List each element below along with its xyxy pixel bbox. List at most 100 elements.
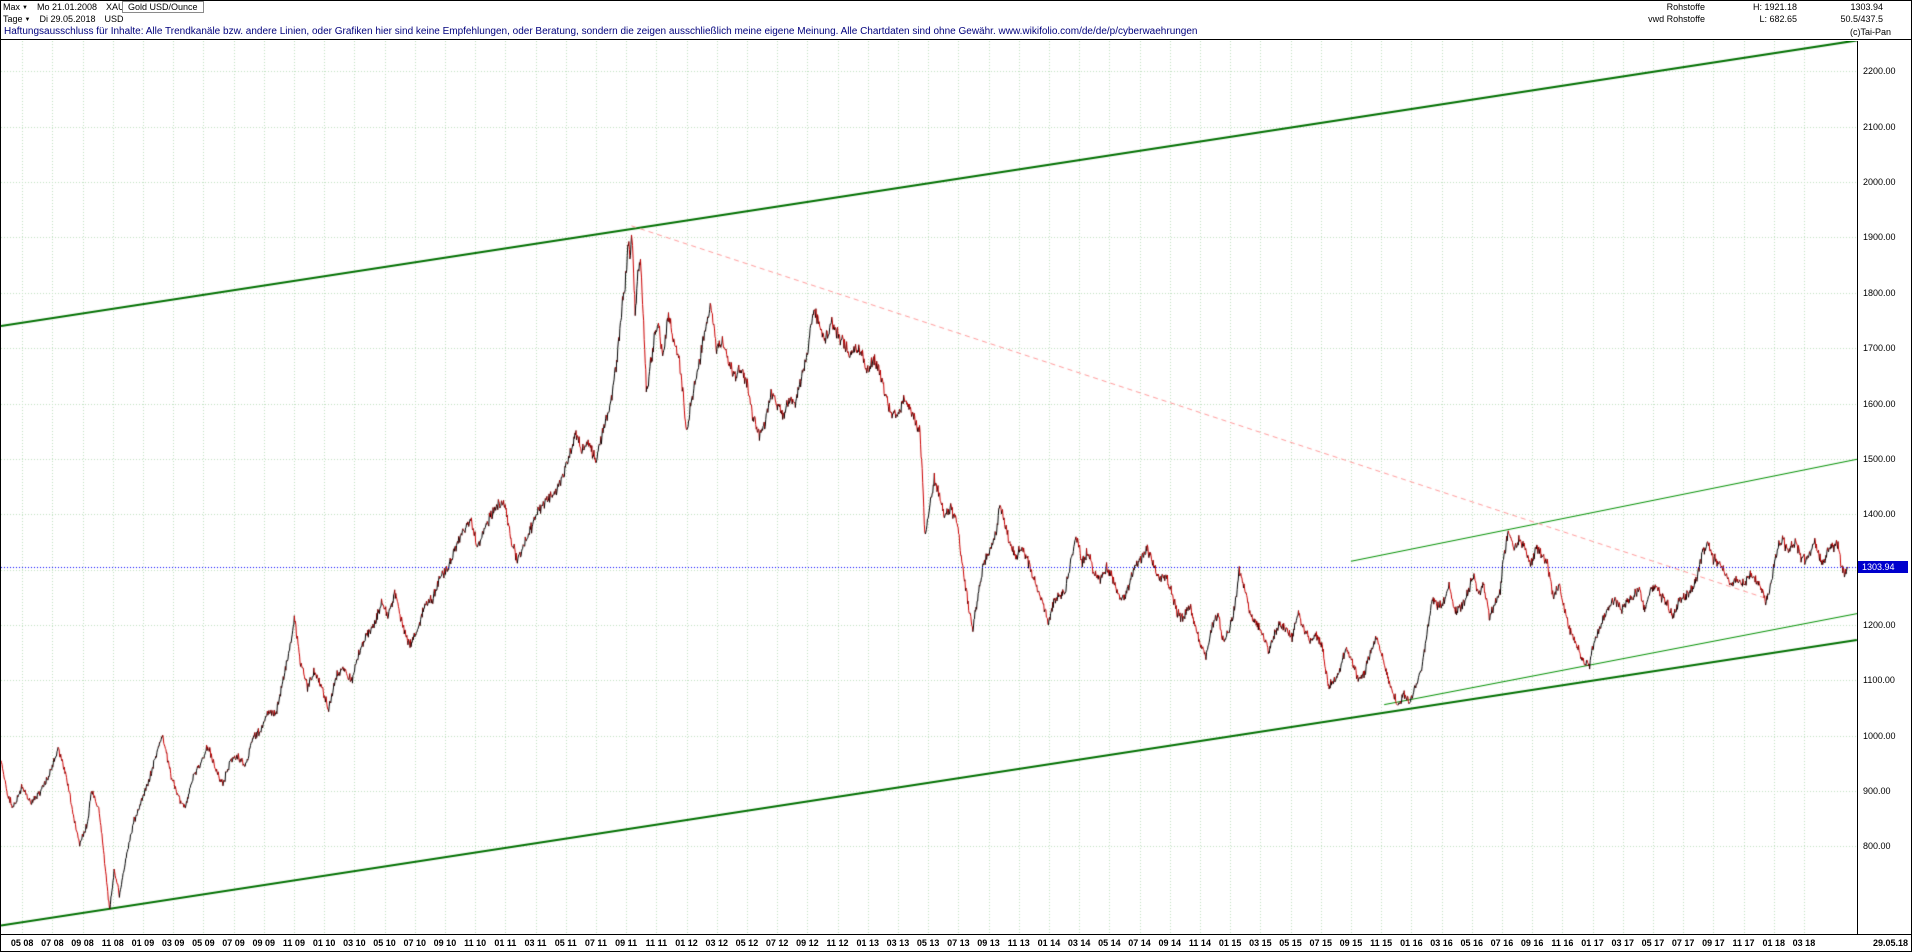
x-axis-label: 07 15 [1309, 938, 1332, 948]
x-axis-label: 11 16 [1551, 938, 1574, 948]
x-axis-label: 03 16 [1430, 938, 1453, 948]
copyright-label: (c)Tai-Pan [1849, 27, 1891, 37]
dropdown-arrow-icon: ▼ [22, 4, 28, 11]
x-axis-label: 11 14 [1188, 938, 1211, 948]
x-axis: 29.05.18 05 08 07 08 09 08 11 08 01 09 03 09 0… [1, 934, 1911, 951]
x-axis-label: 01 14 [1037, 938, 1061, 948]
x-axis-label: 09 11 [615, 938, 638, 948]
x-axis-label: 05 14 [1098, 938, 1121, 948]
y-axis-label: 2000.00 [1863, 177, 1896, 188]
x-axis-label: 05 12 [735, 938, 759, 948]
x-axis-label: 01 12 [675, 938, 698, 948]
x-axis-label: 09 12 [796, 938, 819, 948]
x-axis-label: 01 18 [1762, 938, 1785, 948]
x-axis-label: 11 10 [464, 938, 487, 948]
currency-label: USD [104, 14, 124, 24]
x-axis-label: 07 16 [1490, 938, 1514, 948]
x-axis-label: 01 11 [494, 938, 517, 948]
y-axis-label: 1100.00 [1863, 675, 1895, 686]
data-feed-label: vwd Rohstoffe [1648, 14, 1705, 24]
x-axis-label: 05 11 [554, 938, 577, 948]
x-axis-label: 03 14 [1067, 938, 1091, 948]
x-axis-label: 03 09 [161, 938, 185, 948]
period-selector[interactable]: Tage ▼ [3, 13, 31, 24]
x-axis-label: 05 09 [192, 938, 215, 948]
current-price-badge: 1303.94 [1858, 561, 1908, 574]
x-axis-label: 05 17 [1641, 938, 1665, 948]
x-axis-label: 09 15 [1339, 938, 1363, 948]
x-axis-label: 09 17 [1702, 938, 1725, 948]
x-axis-label: 09 14 [1158, 938, 1181, 948]
x-axis-label: 07 08 [41, 938, 64, 948]
instrument-name-box[interactable]: Gold USD/Ounce [122, 1, 204, 13]
x-axis-label: 01 13 [856, 938, 879, 948]
x-axis-label: 03 17 [1611, 938, 1634, 948]
price-chart-canvas[interactable] [1, 41, 1857, 934]
x-axis-label: 03 15 [1249, 938, 1272, 948]
x-axis-label: 11 12 [826, 938, 849, 948]
x-axis-label: 07 11 [584, 938, 607, 948]
y-axis-label: 1700.00 [1863, 343, 1896, 354]
x-axis-label: 09 10 [433, 938, 457, 948]
header-row-1: Max▼ Mo 21.01.2008 XAUUSD Gold USD/Ounce… [1, 1, 1911, 13]
y-axis-label: 1800.00 [1863, 287, 1896, 298]
y-axis: 1303.94 2200.00 2100.00 2000.00 1900.00 1800… [1857, 41, 1911, 934]
x-axis-label: 03 11 [524, 938, 547, 948]
x-axis-label: 11 09 [282, 938, 305, 948]
x-axis-label: 11 11 [645, 938, 668, 948]
y-axis-label: 2200.00 [1863, 66, 1896, 77]
period-high-value: H: 1921.18 [1752, 2, 1797, 12]
chart-area: 1303.94 2200.00 2100.00 2000.00 1900.00 1800… [1, 39, 1911, 951]
x-axis-label: 11 13 [1007, 938, 1030, 948]
x-axis-label: 05 15 [1279, 938, 1302, 948]
y-axis-label: 2100.00 [1863, 121, 1896, 132]
y-axis-label: 1900.00 [1863, 232, 1896, 243]
x-axis-label: 05 10 [373, 938, 396, 948]
x-axis-label: 05 16 [1460, 938, 1483, 948]
x-axis-label: 11 08 [101, 938, 124, 948]
x-axis-label: 11 15 [1370, 938, 1393, 948]
x-axis-label: 01 10 [312, 938, 336, 948]
x-axis-label: 09 08 [71, 938, 94, 948]
x-axis-label: 09 13 [977, 938, 1000, 948]
x-axis-label: 09 16 [1520, 938, 1544, 948]
header-row-3: Haftungsausschluss für Inhalte: Alle Tre… [1, 25, 1911, 39]
x-axis-label: 07 10 [403, 938, 426, 948]
x-axis-label: 01 17 [1581, 938, 1604, 948]
x-axis-label: 07 09 [222, 938, 245, 948]
range-selector[interactable]: Max ▼ [3, 1, 28, 12]
y-axis-label: 1000.00 [1863, 730, 1896, 741]
x-axis-label: 03 13 [886, 938, 910, 948]
last-price-value: 1303.94 [1850, 2, 1883, 12]
x-axis-label: 07 12 [765, 938, 789, 948]
y-axis-label: 1200.00 [1863, 619, 1896, 630]
x-axis-label: 01 15 [1218, 938, 1242, 948]
disclaimer-text: Haftungsausschluss für Inhalte: Alle Tre… [4, 26, 1198, 37]
y-axis-label: 900.00 [1863, 785, 1891, 796]
x-axis-label: 07 17 [1671, 938, 1695, 948]
y-axis-label: 1400.00 [1863, 509, 1896, 520]
header-row-2: Tage ▼ Di 29.05.2018 USD vwd Rohstoffe L:… [1, 13, 1911, 25]
x-axis-label: 11 17 [1732, 938, 1755, 948]
x-axis-label: 09 09 [252, 938, 275, 948]
x-axis-label: 05 13 [916, 938, 940, 948]
x-axis-label: 05 08 [10, 938, 34, 948]
x-axis-label: 01 16 [1400, 938, 1423, 948]
x-axis-label: 01 09 [131, 938, 155, 948]
x-axis-label: 07 14 [1128, 938, 1151, 948]
x-axis-label: 07 13 [947, 938, 970, 948]
y-axis-label: 1600.00 [1863, 398, 1896, 409]
x-axis-label: 03 10 [343, 938, 366, 948]
y-axis-label: 800.00 [1863, 841, 1891, 852]
x-axis-label: 03 18 [1792, 938, 1816, 948]
instrument-name: Gold USD/Ounce [128, 2, 198, 12]
axis-end-date-label: 29.05.18 [1872, 938, 1908, 948]
chart-start-date: Mo 21.01.2008 [36, 2, 98, 12]
dropdown-arrow-icon: ▼ [24, 16, 31, 23]
y-axis-label: 1500.00 [1863, 453, 1896, 464]
chart-end-date: Di 29.05.2018 [39, 14, 96, 24]
instrument-group-label: Rohstoffe [1666, 2, 1705, 12]
misc-value: 50.5/437.5 [1840, 14, 1883, 24]
x-axis-label: 03 12 [705, 938, 728, 948]
